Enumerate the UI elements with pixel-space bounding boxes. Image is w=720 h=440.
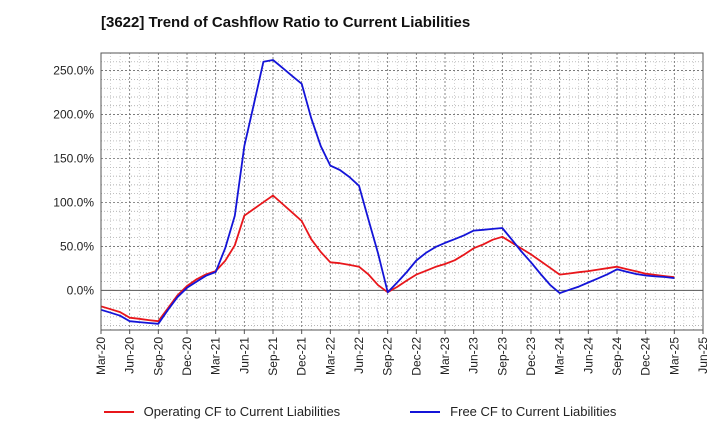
- x-tick-label: Mar-21: [209, 337, 223, 375]
- legend-item-free-cf: Free CF to Current Liabilities: [410, 404, 616, 419]
- legend-label-free-cf: Free CF to Current Liabilities: [450, 404, 617, 419]
- y-tick-label: 50.0%: [60, 239, 94, 253]
- y-tick-label: 100.0%: [53, 195, 94, 209]
- x-tick-label: Jun-25: [696, 337, 710, 374]
- y-tick-label: 150.0%: [53, 152, 94, 166]
- x-tick-label: Dec-22: [409, 337, 423, 376]
- x-tick-label: Jun-21: [237, 337, 251, 374]
- x-tick-label: Mar-20: [94, 337, 108, 375]
- x-tick-label: Mar-24: [553, 337, 567, 375]
- series-line-free-cf: [100, 59, 675, 325]
- x-tick-label: Jun-24: [581, 337, 595, 374]
- x-tick-label: Sep-22: [381, 337, 395, 376]
- x-tick-label: Jun-23: [467, 337, 481, 374]
- x-tick-label: Mar-23: [438, 337, 452, 375]
- chart-title: [3622] Trend of Cashflow Ratio to Curren…: [101, 14, 471, 31]
- y-tick-label: 200.0%: [53, 108, 94, 122]
- plot-area: [100, 52, 704, 331]
- x-tick-label: Mar-22: [323, 337, 337, 375]
- x-tick-label: Sep-24: [610, 337, 624, 376]
- x-tick-label: Dec-21: [295, 337, 309, 376]
- x-tick-label: Sep-20: [151, 337, 165, 376]
- series-lines: [100, 59, 675, 325]
- legend-swatch-free-cf: [410, 410, 441, 413]
- y-tick-label: 0.0%: [67, 283, 95, 297]
- x-tick-label: Dec-24: [639, 337, 653, 376]
- x-tick-label: Sep-21: [266, 337, 280, 376]
- legend-item-operating-cf: Operating CF to Current Liabilities: [103, 404, 341, 419]
- axis-ticks: 0.0% 50.0% 100.0% 150.0% 200.0% 250.0% Mar-20 J…: [53, 64, 710, 376]
- x-tick-label: Dec-20: [180, 337, 194, 376]
- x-tick-label: Jun-20: [123, 337, 137, 374]
- legend-swatch-operating-cf: [103, 410, 134, 413]
- grid: [100, 52, 704, 330]
- x-tick-label: Jun-22: [352, 337, 366, 374]
- x-tick-label: Sep-23: [495, 337, 509, 376]
- x-tick-label: Dec-23: [524, 337, 538, 376]
- x-tick-label: Mar-25: [667, 337, 681, 375]
- y-tick-label: 250.0%: [53, 64, 94, 78]
- legend-label-operating-cf: Operating CF to Current Liabilities: [143, 404, 341, 419]
- legend: Operating CF to Current Liabilities Free…: [0, 404, 720, 419]
